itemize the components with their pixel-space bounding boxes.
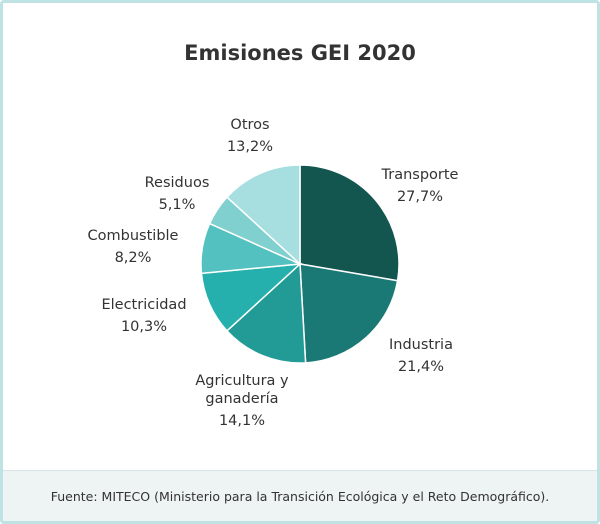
slice-label-group: Industria 21,4% <box>389 337 453 375</box>
slice-value-label: 27,7% <box>397 189 443 205</box>
source-text: Fuente: MITECO (Ministerio para la Trans… <box>50 488 550 504</box>
slice-label: Industria <box>389 337 453 353</box>
pie-slice-transporte <box>299 164 400 282</box>
slice-label: Otros <box>230 117 269 133</box>
slice-label-group: Combustible 8,2% <box>88 228 179 266</box>
source-footer: Fuente: MITECO (Ministerio para la Trans… <box>3 470 597 521</box>
slice-value-label: 13,2% <box>227 139 273 155</box>
slice-label-group: Electricidad 10,3% <box>101 297 186 335</box>
slice-value-label: 8,2% <box>115 250 152 266</box>
pie-slice-otros <box>225 164 301 266</box>
pie-slice-industria <box>299 263 399 364</box>
pie-slice-agricultura-y-ganadería <box>225 262 307 364</box>
slice-label-group: Otros 13,2% <box>227 117 273 155</box>
slice-label: Electricidad <box>101 297 186 313</box>
slice-label: Residuos <box>145 175 210 191</box>
slice-value-label: 14,1% <box>219 413 265 429</box>
slice-value-label: 21,4% <box>398 359 444 375</box>
pie-chart: Transporte 27,7% Industria 21,4% Agricultura… <box>88 117 459 429</box>
slice-value-label: 5,1% <box>159 197 196 213</box>
slice-value-label: 10,3% <box>121 319 167 335</box>
slice-label-group: Transporte 27,7% <box>381 167 459 205</box>
slice-label: Agricultura y <box>195 373 289 389</box>
slice-label-group: Residuos 5,1% <box>145 175 210 213</box>
slice-label: Transporte <box>381 167 459 183</box>
slice-label: Combustible <box>88 228 179 244</box>
chart-title: Emisiones GEI 2020 <box>180 41 420 67</box>
slice-label: ganadería <box>205 391 278 407</box>
title-wrap: Emisiones GEI 2020 <box>3 41 597 67</box>
slice-label-group: Agricultura y ganadería 14,1% <box>195 373 289 429</box>
